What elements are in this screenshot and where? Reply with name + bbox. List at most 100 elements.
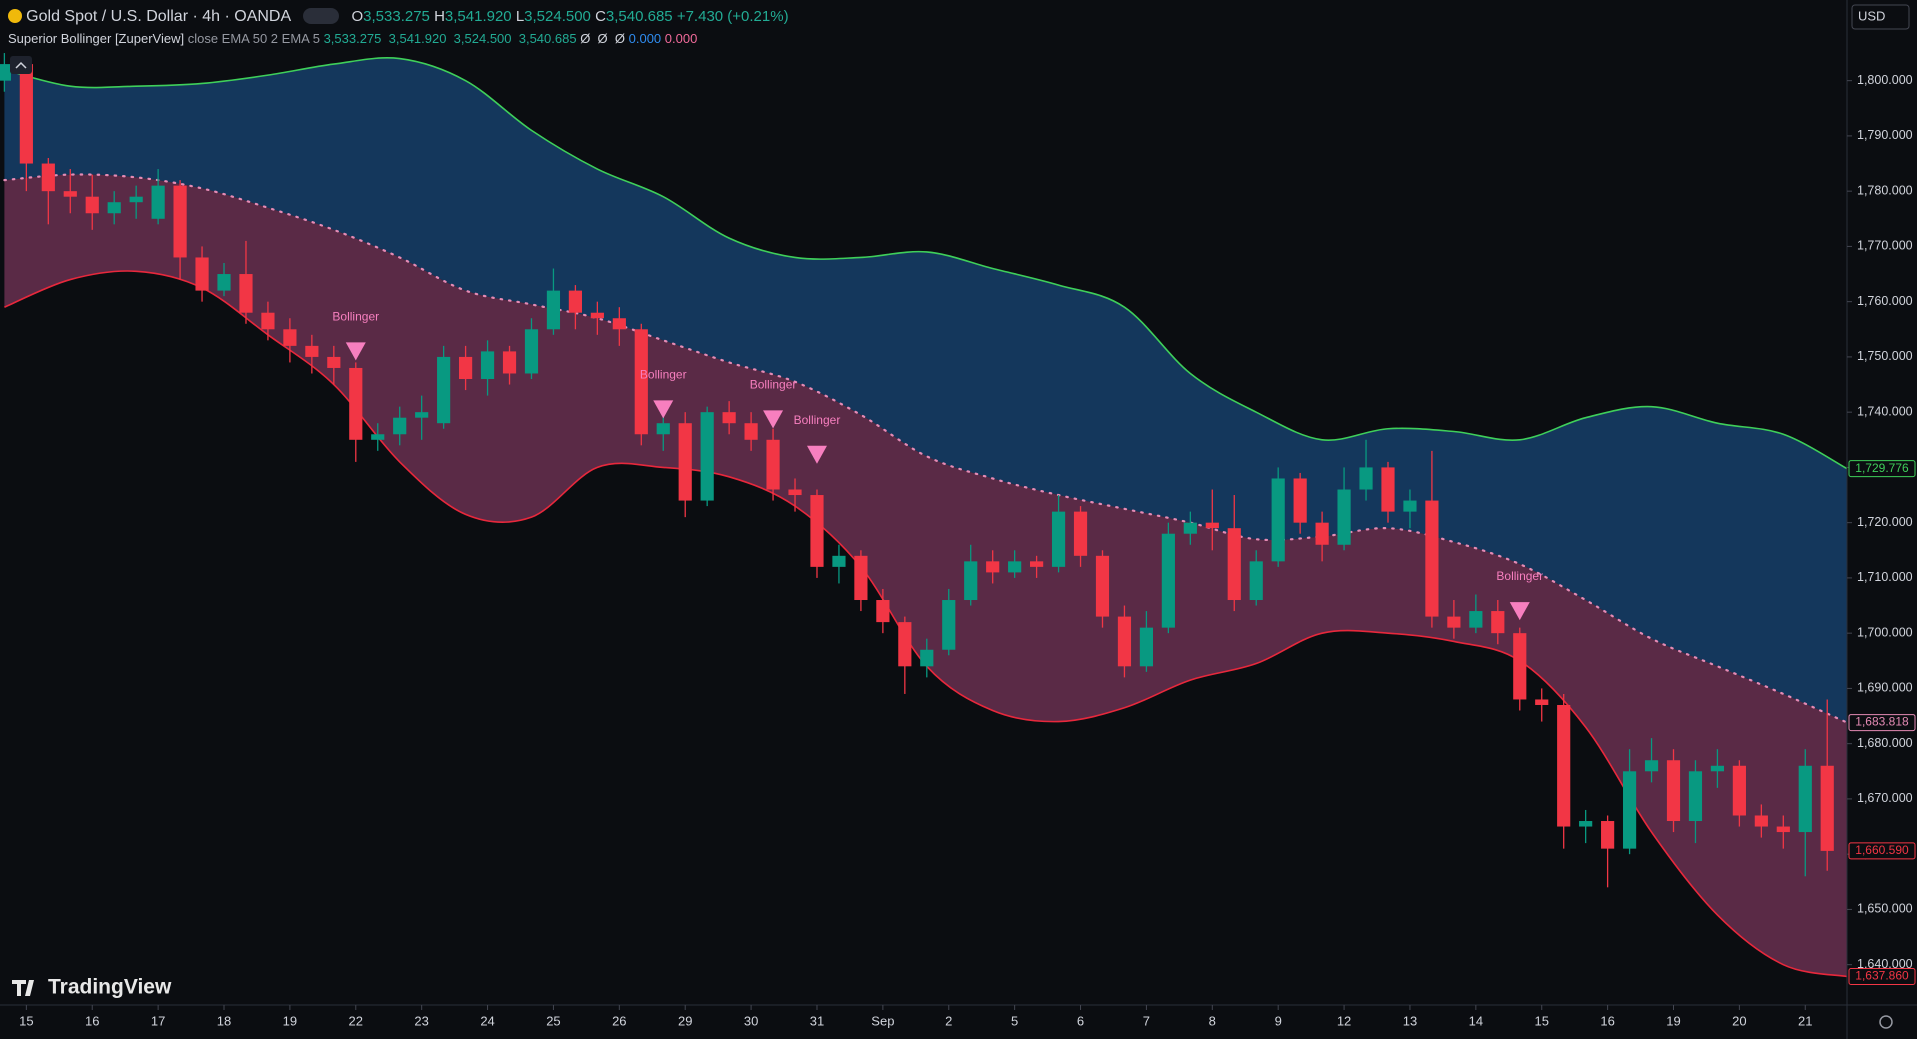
candle-body [1008,561,1022,573]
signal-label: Bollinger [1496,569,1543,583]
upper-band-line [4,57,1848,470]
candle-body [524,329,539,374]
candle-body [1513,633,1527,700]
signal-label: Bollinger [332,310,379,324]
x-tick-label: 19 [283,1013,297,1028]
y-tick-label: 1,700.000 [1857,625,1913,639]
candle-body [920,649,934,667]
candle-body [1710,765,1725,772]
candle-body [568,290,582,313]
l-label: L [515,8,525,25]
x-tick-label: 2 [945,1013,952,1028]
x-tick-label: 22 [349,1013,363,1028]
price-tag [1848,714,1916,732]
candle-body [898,622,912,667]
x-tick-label: 31 [810,1013,824,1028]
candle-body [107,202,121,214]
candle-body [634,329,648,435]
candle-body [1293,478,1307,523]
x-tick-label: 15 [19,1013,33,1028]
signal-label: Bollinger [794,413,841,427]
x-tick-label: 13 [1403,1013,1417,1028]
x-tick-label: 16 [85,1013,99,1028]
currency-button[interactable] [1851,4,1910,30]
candle-body [327,356,341,368]
y-tick-label: 1,800.000 [1857,73,1913,87]
y-tick-label: 1,670.000 [1857,791,1913,805]
plot: Bollinger Bollinger Bollinger Bollinger Boll… [0,53,1849,978]
y-tick-label: 1,690.000 [1857,681,1913,695]
candle-body [876,600,890,623]
y-tick-label: 1,710.000 [1857,570,1913,584]
y-tick-label: 1,790.000 [1857,128,1913,142]
x-tick-label: 12 [1337,1013,1351,1028]
y-tick-label: 1,780.000 [1857,183,1913,197]
x-tick-label: 5 [1011,1013,1018,1028]
candle-body [1666,760,1681,822]
x-tick-label: 8 [1209,1013,1216,1028]
header: Gold Spot / U.S. Dollar · 4h · OANDA O3,… [8,6,789,50]
currency[interactable]: USD [1858,8,1885,23]
indicator-b: 0.000 [664,31,698,46]
candle-body [1271,478,1285,562]
price-tag-label: 1,637.860 [1855,969,1909,983]
c-value: 3,540.685 [605,8,673,25]
x-tick-label: 18 [217,1013,231,1028]
x-tick-label: 14 [1469,1013,1483,1028]
indicator-row: Superior Bollinger [ZuperView] close EMA… [8,28,789,50]
candle-body [63,191,77,197]
collapse-button[interactable] [10,56,32,74]
candle-body [590,312,604,319]
x-tick-label: 20 [1732,1013,1746,1028]
candle-body [1491,611,1505,634]
candle-body [1073,511,1088,556]
candle-body [41,163,55,192]
settings-icon[interactable] [1879,1015,1893,1029]
candle-body [546,290,561,330]
candle-body [129,196,143,203]
candle-body [942,600,956,650]
candle-body [744,423,758,440]
indicator-flags: Ø Ø Ø [580,31,625,46]
candle-body [261,312,275,330]
candle-body [1732,765,1746,816]
x-tick-label: 6 [1077,1013,1084,1028]
candle-body [1227,528,1241,601]
price-tag-label: 1,729.776 [1855,461,1909,475]
candle-body [217,274,231,291]
o-value: 3,533.275 [363,8,430,25]
candle-body [437,356,451,424]
y-tick-label: 1,770.000 [1857,239,1913,253]
candle-body [1139,627,1154,667]
candle-body [1601,821,1615,849]
upper-band-fill [4,57,1848,723]
status-badge [303,8,340,24]
candle-body [1249,561,1263,601]
x-tick-label: 16 [1600,1013,1614,1028]
y-tick-label: 1,760.000 [1857,294,1913,308]
signal-label: Bollinger [640,368,687,382]
candle-body [1557,704,1571,827]
candle-body [964,561,978,601]
x-tick-label: 17 [151,1013,165,1028]
y-tick-label: 1,680.000 [1857,736,1913,750]
candle-body [195,257,209,291]
x-tick-label: 25 [546,1013,560,1028]
symbol-title: Gold Spot / U.S. Dollar · 4h · OANDA [26,8,292,25]
candle-body [1403,500,1417,512]
candle-body [854,555,868,601]
signal-marker [806,445,827,464]
candle-body [1579,821,1593,827]
brand-logo [12,980,34,996]
candle-body [1161,533,1175,628]
candle-body [1754,815,1768,827]
candle-body [612,318,626,330]
y-tick-label: 1,750.000 [1857,349,1913,363]
candle-body [371,434,385,440]
y-tick-label: 1,650.000 [1857,902,1913,916]
signal-marker [345,342,366,361]
candle-body [1205,522,1219,529]
candle-body [1469,611,1483,628]
candle-body [415,412,429,418]
